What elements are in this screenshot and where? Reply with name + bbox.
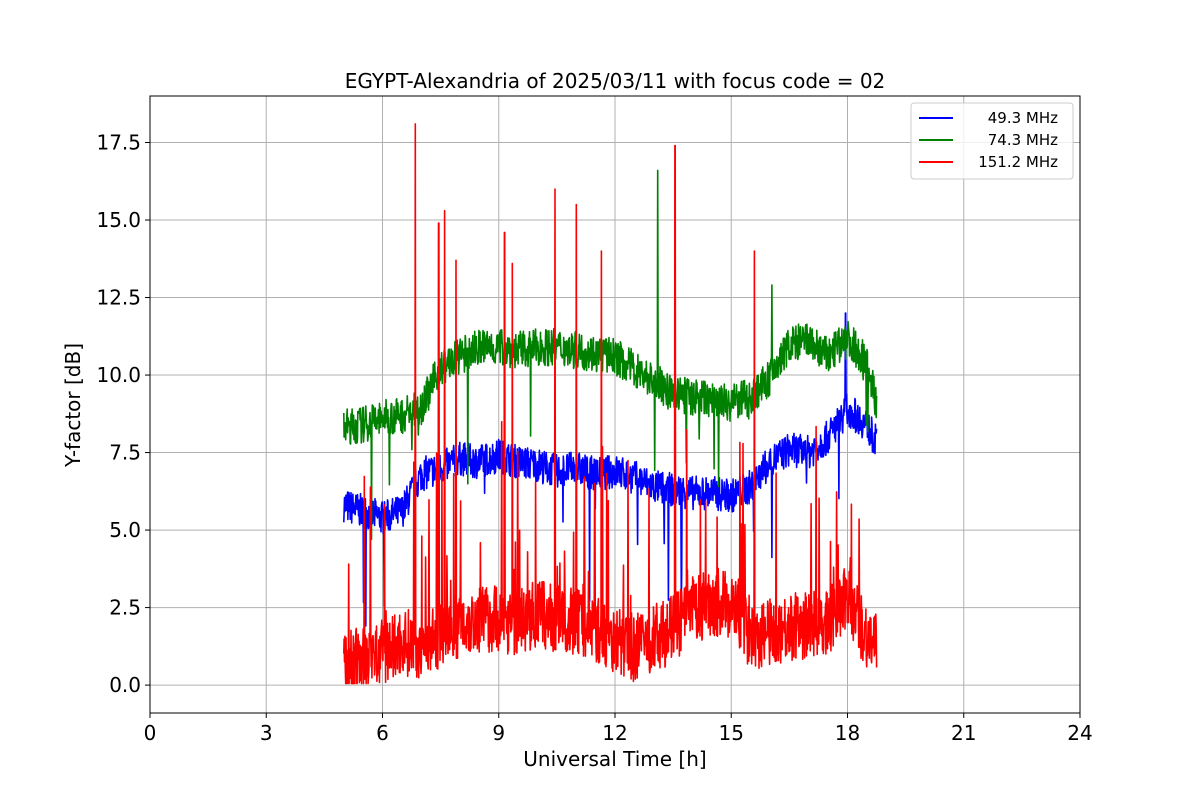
x-axis-label: Universal Time [h] (523, 747, 706, 771)
legend-box (910, 102, 1074, 180)
legend-label: 151.2 MHz (978, 153, 1058, 171)
y-axis-label: Y-factor [dB] (61, 343, 85, 468)
y-tick-label: 5.0 (109, 518, 141, 542)
y-tick-label: 10.0 (96, 363, 141, 387)
x-tick-label: 12 (602, 721, 627, 745)
y-tick-label: 17.5 (96, 131, 141, 155)
x-tick-label: 9 (492, 721, 505, 745)
legend: 49.3 MHz 74.3 MHz 151.2 MHz (910, 102, 1074, 180)
y-tick-label: 15.0 (96, 208, 141, 232)
x-tick-label: 0 (144, 721, 157, 745)
chart-title: EGYPT-Alexandria of 2025/03/11 with focu… (345, 69, 886, 93)
y-tick-label: 2.5 (109, 596, 141, 620)
x-tick-label: 15 (719, 721, 744, 745)
series-lines (343, 123, 878, 685)
y-tick-label: 0.0 (109, 673, 141, 697)
series-line-151-2-mhz (343, 123, 878, 685)
x-tick-label: 6 (376, 721, 389, 745)
x-tick-label: 18 (835, 721, 860, 745)
series-line-49-3-mhz (343, 312, 878, 627)
y-axis-ticks: 0.0 2.5 5.0 7.5 10.0 12.5 15.0 17.5 (96, 131, 150, 697)
y-tick-label: 7.5 (109, 441, 141, 465)
x-tick-label: 3 (260, 721, 273, 745)
series-line-74-3-mhz (343, 169, 878, 541)
x-tick-label: 21 (951, 721, 976, 745)
legend-label: 74.3 MHz (988, 131, 1058, 149)
y-tick-label: 12.5 (96, 286, 141, 310)
x-axis-ticks: 0 3 6 9 12 15 18 21 24 (144, 713, 1093, 745)
grid-lines (149, 96, 1081, 713)
x-tick-label: 24 (1067, 721, 1092, 745)
legend-label: 49.3 MHz (988, 109, 1058, 127)
